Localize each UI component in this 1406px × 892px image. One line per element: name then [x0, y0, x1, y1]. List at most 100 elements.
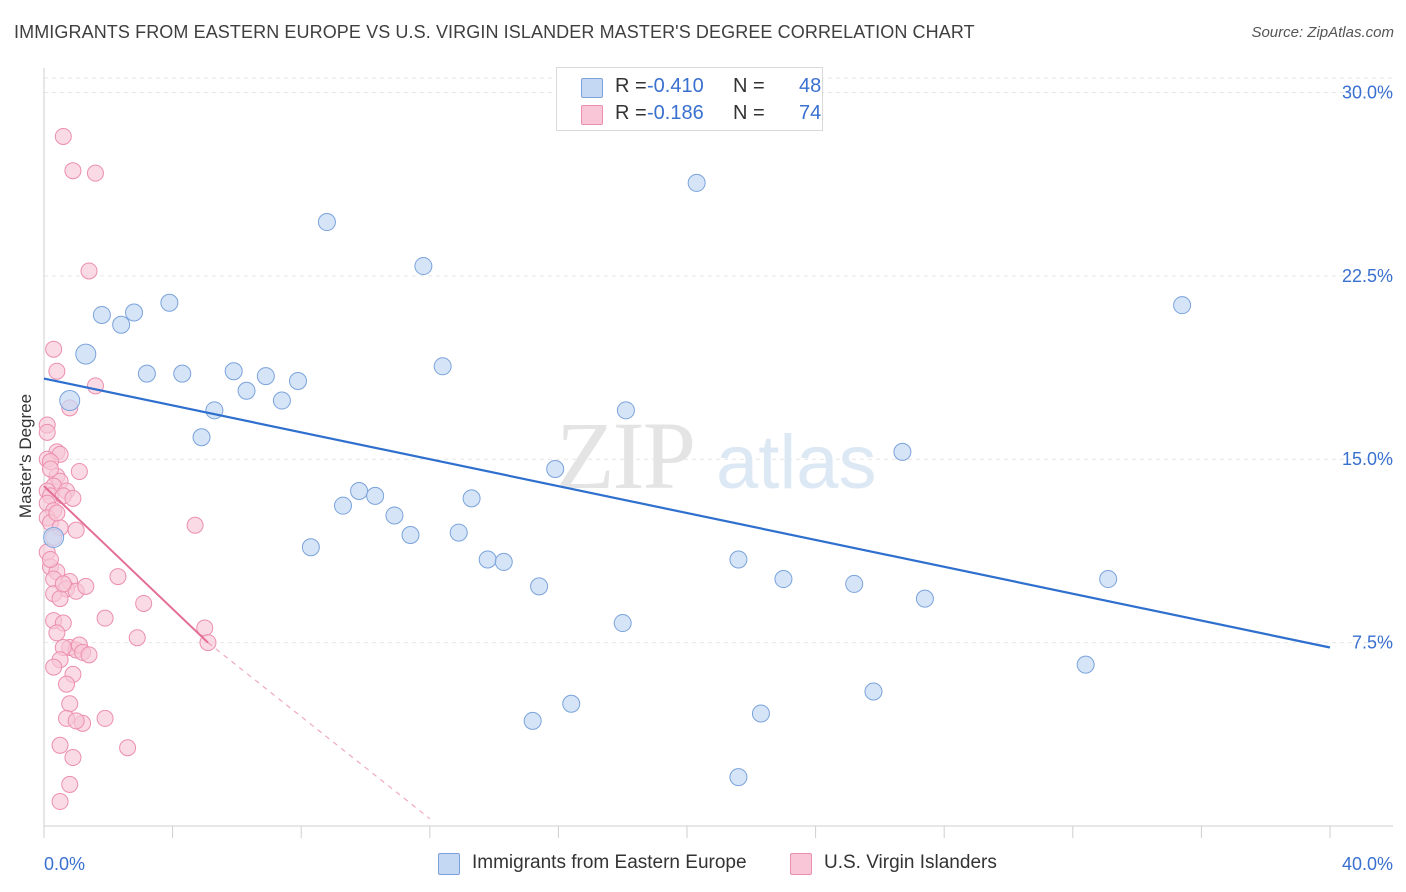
eastern-europe-point — [385, 506, 404, 525]
eastern-europe-point — [494, 552, 513, 571]
virgin-islander-point — [135, 594, 153, 612]
eastern-europe-point — [729, 768, 748, 787]
eastern-europe-point — [1076, 655, 1095, 674]
blue-swatch — [581, 78, 603, 98]
virgin-islander-point — [80, 262, 98, 280]
eastern-europe-point — [75, 343, 97, 365]
virgin-islander-point — [61, 695, 79, 713]
eastern-europe-point — [43, 526, 65, 548]
virgin-islander-point — [80, 646, 98, 664]
virgin-islander-point — [51, 793, 69, 811]
virgin-islander-point — [119, 739, 137, 757]
virgin-islander-point — [38, 423, 56, 441]
r-value: -0.186 — [647, 102, 704, 124]
eastern-europe-point — [433, 357, 452, 376]
eastern-europe-point — [546, 460, 565, 479]
eastern-europe-point — [333, 496, 352, 515]
eastern-europe-point — [137, 364, 156, 383]
virgin-islander-point — [128, 629, 146, 647]
y-axis-label: Master's Degree — [16, 393, 35, 519]
virgin-islander-point — [77, 577, 95, 595]
pink-swatch — [790, 853, 812, 875]
virgin-islander-point — [96, 609, 114, 627]
virgin-islander-point — [48, 624, 66, 642]
blue-swatch — [438, 853, 460, 875]
eastern-europe-point — [301, 538, 320, 557]
virgin-islander-point — [67, 521, 85, 539]
eastern-europe-point — [272, 391, 291, 410]
eastern-europe-point — [774, 570, 793, 589]
legend-label: Immigrants from Eastern Europe — [472, 852, 747, 873]
eastern-europe-point — [915, 589, 934, 608]
eastern-europe-point — [317, 213, 336, 232]
y-tick-label: 15.0% — [1342, 449, 1393, 469]
virgin-islander-point — [51, 736, 69, 754]
eastern-europe-point — [478, 550, 497, 569]
chart-title: IMMIGRANTS FROM EASTERN EUROPE VS U.S. V… — [14, 22, 975, 42]
virgin-islander-point — [41, 460, 59, 478]
virgin-islander-point — [96, 709, 114, 727]
r-value: -0.410 — [647, 75, 704, 97]
eastern-europe-point — [613, 614, 632, 633]
virgin-islander-point — [54, 127, 72, 145]
eastern-europe-point — [414, 257, 433, 276]
virgin-islander-point — [41, 550, 59, 568]
virgin-islander-point — [45, 340, 63, 358]
y-tick-label: 7.5% — [1352, 633, 1393, 653]
eastern-europe-point — [616, 401, 635, 420]
virgin-islander-point — [109, 568, 127, 586]
virgin-islander-point — [64, 162, 82, 180]
eastern-europe-point — [401, 526, 420, 545]
eastern-europe-point — [530, 577, 549, 596]
n-label: N = — [733, 75, 765, 97]
x-tick-label: 0.0% — [44, 854, 85, 874]
eastern-europe-point — [845, 574, 864, 593]
eastern-europe-point — [173, 364, 192, 383]
eastern-europe-point — [237, 381, 256, 400]
y-tick-label: 22.5% — [1342, 266, 1393, 286]
watermark-atlas: atlas — [716, 420, 877, 505]
n-value: 48 — [799, 75, 822, 97]
eastern-europe-point — [350, 482, 369, 501]
eastern-europe-point — [729, 550, 748, 569]
eastern-europe-point — [125, 303, 144, 322]
eastern-europe-point — [59, 390, 81, 412]
eastern-europe-point — [1099, 570, 1118, 589]
r-label: R = — [615, 102, 647, 124]
eastern-europe-point — [449, 523, 468, 542]
virgin-islander-point — [64, 489, 82, 507]
virgin-islander-point — [48, 362, 66, 380]
virgin-islander-point — [86, 164, 104, 182]
virgin-islander-point — [70, 462, 88, 480]
y-tick-label: 30.0% — [1342, 82, 1393, 102]
eastern-europe-point — [751, 704, 770, 723]
series-legend: Immigrants from Eastern Europe U.S. Virg… — [0, 852, 1406, 878]
virgin-islander-point — [58, 675, 76, 693]
eastern-europe-point — [687, 173, 706, 192]
eastern-europe-point — [864, 682, 883, 701]
virgin-islander-trendline-extension — [207, 642, 431, 820]
legend-label: U.S. Virgin Islanders — [824, 852, 997, 873]
virgin-islander-point — [61, 775, 79, 793]
virgin-islander-point — [54, 575, 72, 593]
virgin-islander-point — [51, 590, 69, 608]
virgin-islander-point — [67, 712, 85, 730]
eastern-europe-point — [288, 371, 307, 390]
correlation-legend: R = -0.410 N = 48 R = -0.186 N = 74 — [556, 67, 823, 131]
eastern-europe-point — [1173, 296, 1192, 315]
eastern-europe-point — [523, 711, 542, 730]
eastern-europe-point — [562, 694, 581, 713]
r-label: R = — [615, 75, 647, 97]
x-tick-label: 40.0% — [1342, 854, 1393, 874]
eastern-europe-point — [893, 442, 912, 461]
eastern-europe-point — [224, 362, 243, 381]
virgin-islander-trendline — [43, 485, 209, 644]
source-label: Source: ZipAtlas.com — [1251, 24, 1394, 41]
pink-swatch — [581, 105, 603, 125]
eastern-europe-point — [256, 367, 275, 386]
eastern-europe-point — [92, 305, 111, 324]
eastern-europe-point — [192, 428, 211, 447]
virgin-islander-point — [64, 749, 82, 767]
n-label: N = — [733, 102, 765, 124]
